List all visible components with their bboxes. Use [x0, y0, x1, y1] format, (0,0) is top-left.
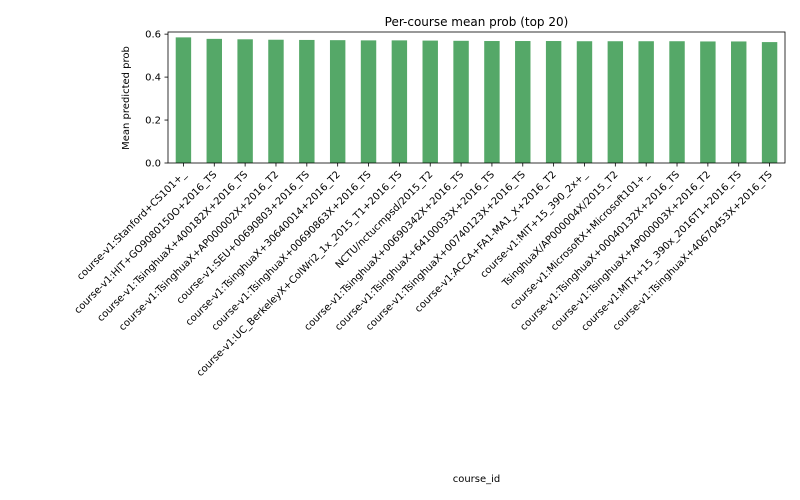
y-tick-label: 0.2 — [145, 116, 161, 127]
x-axis-label: course_id — [453, 474, 501, 485]
bar — [607, 41, 624, 164]
x-tick-label: course-v1:HIT+GO9080150O+2016_TS — [73, 169, 220, 316]
plot-frame — [167, 31, 786, 164]
bar — [206, 38, 222, 163]
y-tick-label: 0.0 — [145, 159, 161, 170]
bar — [576, 41, 593, 164]
bar — [515, 41, 531, 164]
bar — [545, 41, 562, 164]
y-tick-label: 0.6 — [145, 30, 161, 41]
bar — [391, 40, 408, 163]
x-tick-label: course-v1:Stanford+CS101+_ — [75, 169, 189, 283]
bar — [731, 41, 747, 163]
bar — [422, 40, 438, 163]
chart-title: Per-course mean prob (top 20) — [385, 15, 569, 29]
bar — [360, 40, 377, 163]
x-axis: course-v1:Stanford+CS101+_course-v1:HIT+… — [73, 163, 775, 379]
bar — [237, 39, 253, 164]
y-axis: 0.0 0.2 0.4 0.6 — [145, 30, 168, 170]
bar — [268, 39, 284, 163]
bar — [638, 41, 654, 164]
bar — [453, 40, 469, 163]
y-tick-label: 0.4 — [145, 73, 161, 84]
bar — [700, 41, 716, 163]
bar — [484, 41, 500, 164]
x-tick-label: course-v1:ACCA+FA1-MA1_X+2016_T2 — [413, 169, 559, 315]
bars-group — [175, 37, 778, 164]
y-axis-label: Mean predicted prob — [121, 46, 132, 150]
bar — [299, 39, 315, 163]
bar — [175, 37, 192, 163]
bar — [761, 42, 778, 163]
bar — [329, 40, 346, 163]
bar — [669, 41, 685, 164]
